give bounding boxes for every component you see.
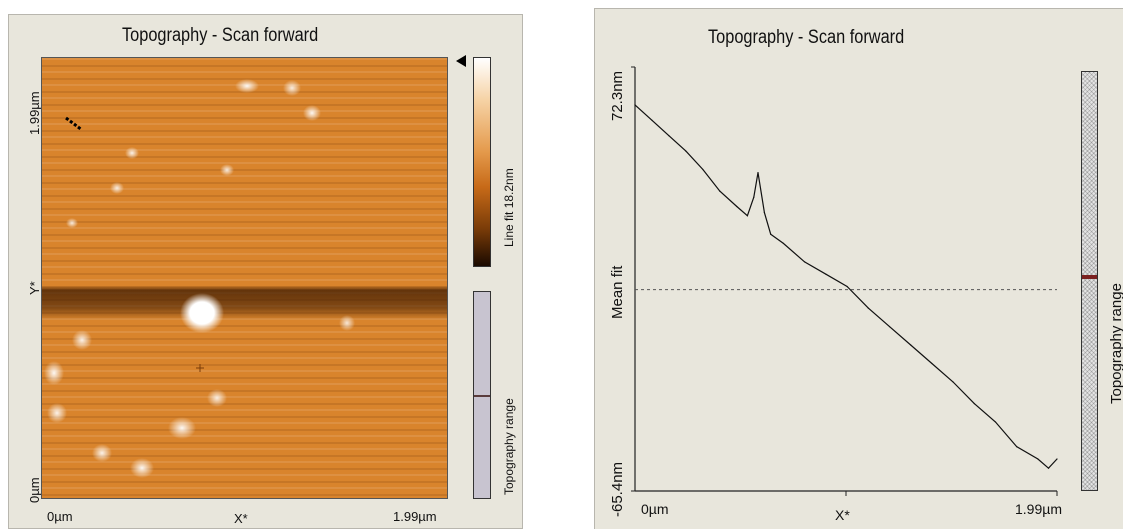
profile-point [1047,467,1050,469]
profile-point [782,242,784,244]
range-label: Topography range [502,398,516,495]
x-axis-mid-label: X* [835,507,850,523]
profile-point [753,196,755,198]
afm-topography-image[interactable] [41,57,448,499]
profile-point [1037,458,1039,460]
profile-point [910,344,912,346]
measurement-line[interactable] [65,116,83,132]
profile-point [888,326,891,328]
topography-range-bar[interactable] [1081,71,1098,491]
profile-point [804,261,806,263]
y-axis-mid-label: Y* [27,281,42,295]
panel-title: Topography - Scan forward [708,27,905,48]
profile-chart[interactable] [595,9,1123,530]
profile-series-line [634,104,1058,470]
x-axis-max-label: 1.99µm [1015,501,1062,517]
profile-point [757,172,759,174]
profile-point [746,215,748,217]
colorbar-marker-icon[interactable] [456,55,466,67]
x-axis-max-label: 1.99µm [393,509,437,524]
profile-point [973,403,975,405]
profile-point [1056,458,1058,460]
profile-point [719,190,721,192]
colorbar-label: Line fit 18.2nm [502,168,516,247]
x-axis-mid-label: X* [234,511,248,526]
profile-point [634,104,636,106]
series-group [634,104,1058,470]
afm-overlay [65,116,204,372]
profile-point [846,285,848,288]
profile-point [651,119,653,121]
profile-point [952,381,954,383]
range-marker[interactable] [1082,275,1097,279]
topography-range-bar[interactable] [473,291,491,499]
range-label: Topography range [1108,283,1123,404]
x-axis-min-label: 0µm [47,509,73,524]
profile-point [736,205,738,208]
line-profile-panel: Topography - Scan forward 72.3nm Mean fi… [594,8,1123,529]
profile-point [763,212,765,214]
y-axis-max-label: 1.99µm [27,91,42,135]
profile-point [702,168,704,171]
profile-point [1016,446,1018,448]
topography-image-panel: Topography - Scan forward 1.99µm Y* 0µm … [8,14,523,529]
color-scale-bar[interactable] [473,57,491,267]
profile-point [931,362,933,365]
profile-point [685,150,687,152]
profile-point [825,273,827,275]
profile-point [867,307,869,309]
profile-point [668,135,670,137]
profile-point [770,233,772,235]
profile-point [994,421,997,423]
panel-title: Topography - Scan forward [122,25,319,46]
y-axis-min-label: 0µm [27,477,42,503]
x-axis-min-label: 0µm [641,501,669,517]
range-marker[interactable] [474,395,490,397]
